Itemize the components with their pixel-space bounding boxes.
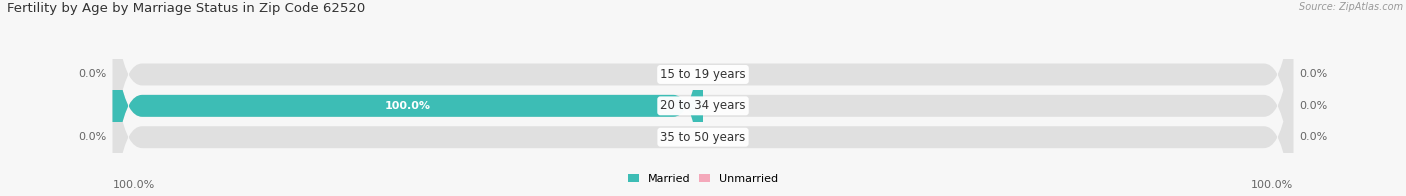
Text: 15 to 19 years: 15 to 19 years [661, 68, 745, 81]
Text: 0.0%: 0.0% [1299, 132, 1327, 142]
Text: 0.0%: 0.0% [79, 132, 107, 142]
Legend: Married, Unmarried: Married, Unmarried [623, 170, 783, 189]
Text: 100.0%: 100.0% [385, 101, 430, 111]
FancyBboxPatch shape [112, 0, 1294, 196]
FancyBboxPatch shape [112, 0, 703, 196]
Text: 0.0%: 0.0% [1299, 101, 1327, 111]
Text: Fertility by Age by Marriage Status in Zip Code 62520: Fertility by Age by Marriage Status in Z… [7, 2, 366, 15]
Text: 35 to 50 years: 35 to 50 years [661, 131, 745, 144]
Text: 20 to 34 years: 20 to 34 years [661, 99, 745, 112]
FancyBboxPatch shape [112, 0, 1294, 196]
Text: 0.0%: 0.0% [79, 69, 107, 80]
Text: 100.0%: 100.0% [1251, 180, 1294, 190]
Text: 100.0%: 100.0% [112, 180, 155, 190]
Text: Source: ZipAtlas.com: Source: ZipAtlas.com [1299, 2, 1403, 12]
Text: 0.0%: 0.0% [1299, 69, 1327, 80]
FancyBboxPatch shape [112, 0, 1294, 196]
